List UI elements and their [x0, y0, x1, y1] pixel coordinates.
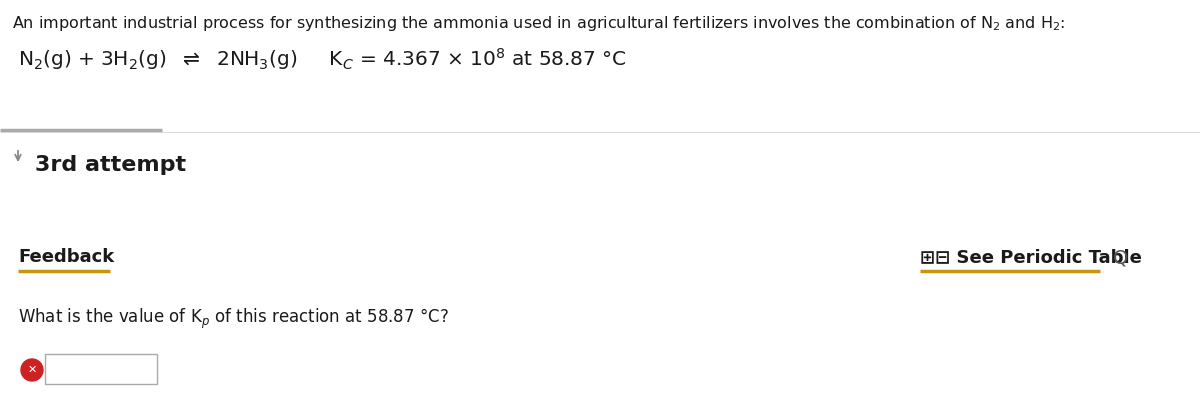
FancyBboxPatch shape [46, 354, 157, 384]
Text: What is the value of K$_p$ of this reaction at 58.87 °C?: What is the value of K$_p$ of this react… [18, 307, 449, 331]
Text: An important industrial process for synthesizing the ammonia used in agricultura: An important industrial process for synt… [12, 14, 1066, 33]
Text: 27.25: 27.25 [52, 362, 91, 376]
Text: Feedback: Feedback [18, 248, 114, 266]
Circle shape [22, 359, 43, 381]
Text: 3rd attempt: 3rd attempt [35, 155, 186, 175]
Text: Q: Q [1114, 248, 1128, 267]
Text: ⊞⊟ See Periodic Table: ⊞⊟ See Periodic Table [920, 248, 1142, 266]
Text: ✕: ✕ [28, 365, 37, 375]
Text: N$_2$(g) + 3H$_2$(g)  $\rightleftharpoons$  2NH$_3$(g)     K$_C$ = 4.367 $\times: N$_2$(g) + 3H$_2$(g) $\rightleftharpoons… [18, 46, 626, 72]
